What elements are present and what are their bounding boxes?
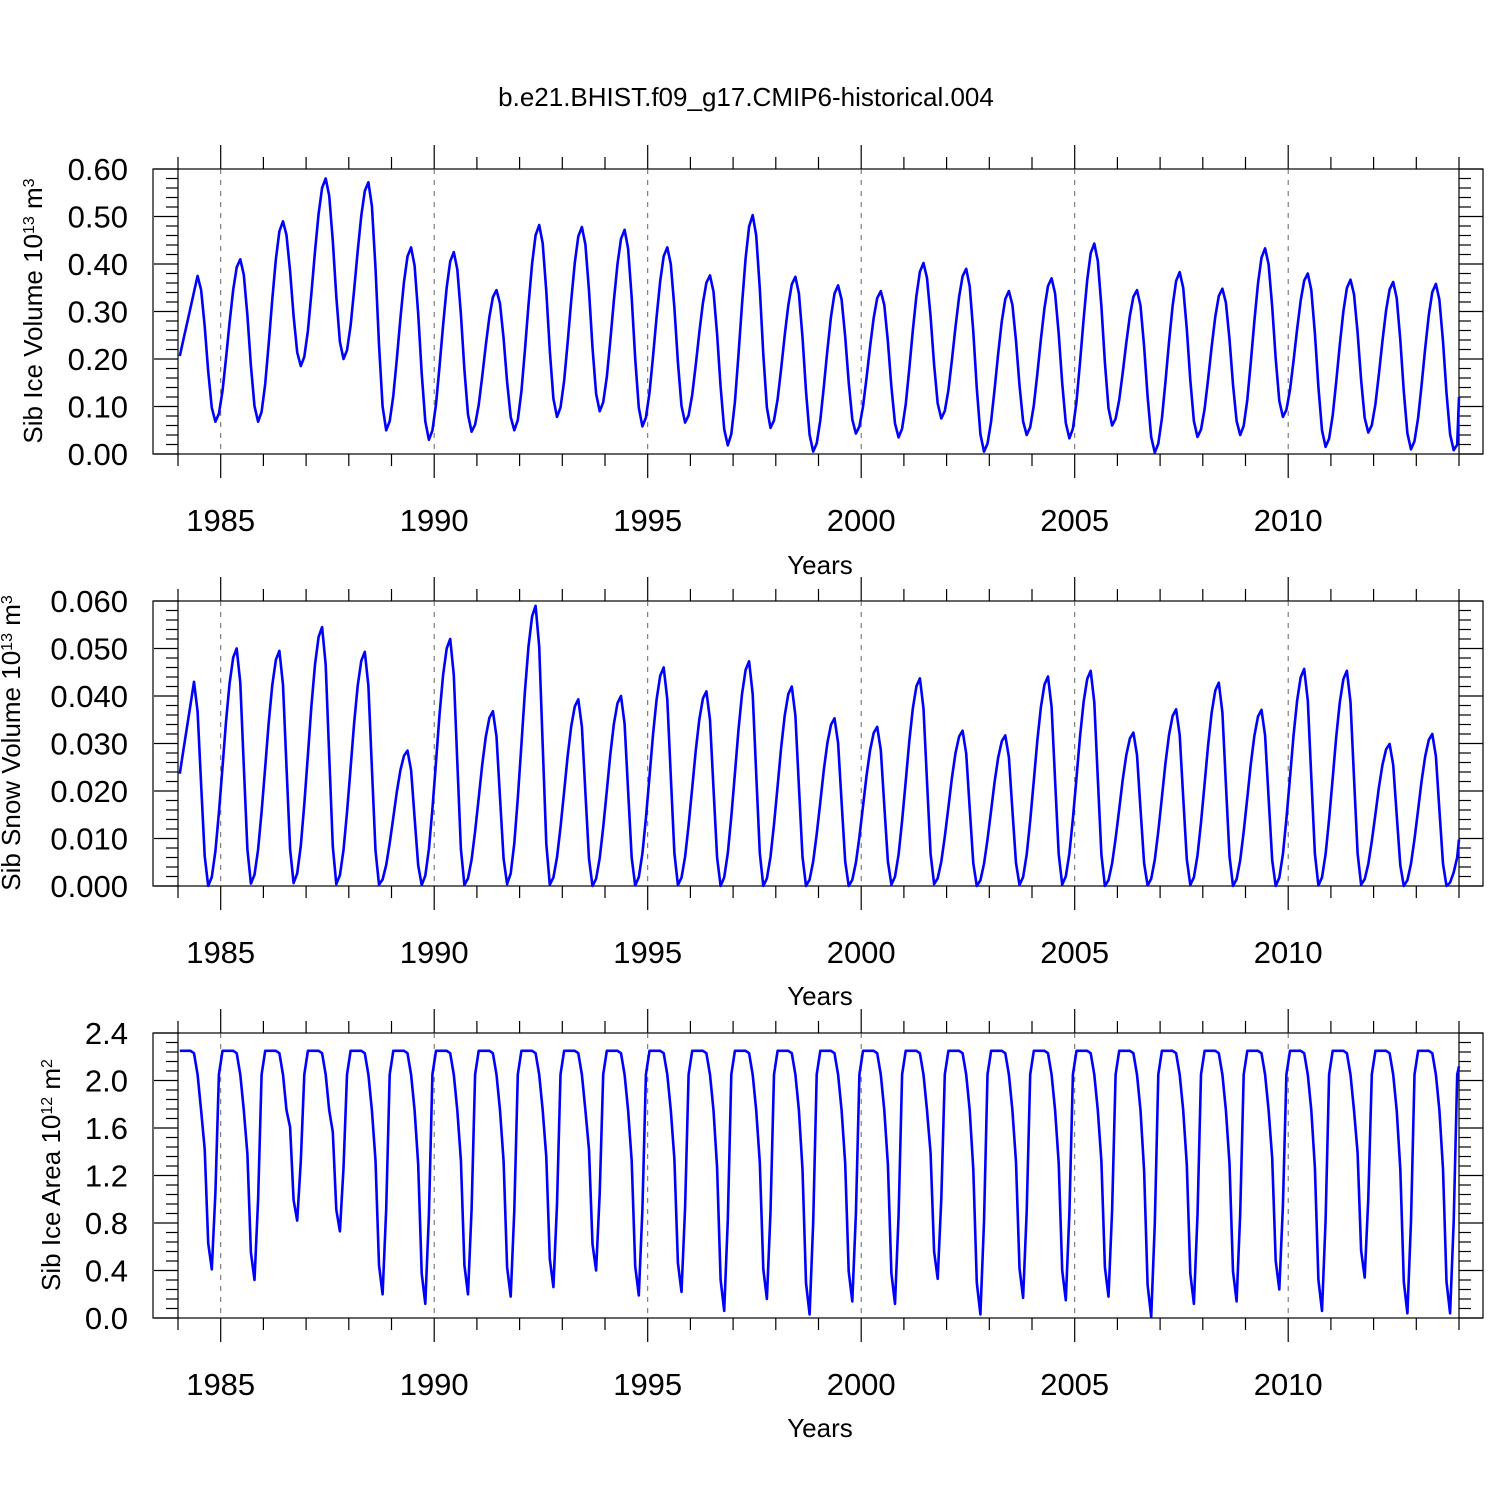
x-tick-label: 1990	[400, 503, 469, 538]
y-tick-label: 0.060	[50, 584, 128, 619]
panel-ice-volume: 1985 1990 1995 2000 2005 2010 0.00 0.10 0.20 0.30…	[18, 145, 1484, 580]
y-tick-label: 0.8	[85, 1206, 128, 1241]
series-line	[178, 177, 1461, 454]
x-tick-label: 1985	[186, 503, 255, 538]
x-tick-label: 1985	[186, 1367, 255, 1402]
x-tick-label: 2005	[1040, 935, 1109, 970]
x-tick-label: 1990	[400, 935, 469, 970]
x-tick-label: 2010	[1254, 1367, 1323, 1402]
y-tick-label: 2.0	[85, 1064, 128, 1099]
panel-ice-area: 1985 1990 1995 2000 2005 2010 0.0 0.4 0.8 1.2 1.6 2…	[36, 1009, 1484, 1443]
y-tick-label: 0.00	[68, 437, 128, 472]
y-tick-label: 0.40	[68, 247, 128, 282]
y-tick-label: 0.50	[68, 200, 128, 235]
y-axis-label: Sib Ice Volume 1013 m3	[18, 178, 48, 443]
x-tick-label: 2000	[827, 503, 896, 538]
series-line	[178, 604, 1461, 888]
x-axis-label: Years	[787, 981, 853, 1011]
x-tick-label: 2005	[1040, 1367, 1109, 1402]
y-axis-label: Sib Ice Area 1012 m2	[36, 1059, 66, 1291]
x-tick-label: 1985	[186, 935, 255, 970]
x-axis-label: Years	[787, 1413, 853, 1443]
y-tick-label: 0.20	[68, 342, 128, 377]
y-tick-label: 0.000	[50, 869, 128, 904]
y-tick-label: 2.4	[85, 1016, 128, 1051]
x-tick-label: 2005	[1040, 503, 1109, 538]
y-tick-label: 1.2	[85, 1159, 128, 1194]
y-tick-label: 0.050	[50, 632, 128, 667]
y-tick-label: 0.040	[50, 679, 128, 714]
y-tick-label: 0.0	[85, 1301, 128, 1336]
x-tick-label: 2000	[827, 935, 896, 970]
x-tick-label: 1995	[613, 503, 682, 538]
panel-snow-volume: 1985 1990 1995 2000 2005 2010 0.000 0.010 0.020 0…	[0, 577, 1484, 1011]
y-tick-label: 0.30	[68, 295, 128, 330]
y-tick-label: 0.10	[68, 390, 128, 425]
x-tick-label: 2010	[1254, 503, 1323, 538]
x-tick-label: 1995	[613, 935, 682, 970]
series-line	[179, 1049, 1461, 1319]
x-tick-label: 2010	[1254, 935, 1323, 970]
x-tick-label: 1995	[613, 1367, 682, 1402]
y-tick-label: 0.030	[50, 727, 128, 762]
x-tick-label: 2000	[827, 1367, 896, 1402]
y-tick-label: 1.6	[85, 1111, 128, 1146]
y-tick-label: 0.60	[68, 152, 128, 187]
y-tick-label: 0.020	[50, 774, 128, 809]
x-tick-label: 1990	[400, 1367, 469, 1402]
y-tick-label: 0.4	[85, 1254, 128, 1289]
y-axis-label: Sib Snow Volume 1013 m3	[0, 595, 26, 891]
x-axis-label: Years	[787, 550, 853, 580]
figure-title: b.e21.BHIST.f09_g17.CMIP6-historical.004	[498, 82, 994, 112]
y-tick-label: 0.010	[50, 822, 128, 857]
